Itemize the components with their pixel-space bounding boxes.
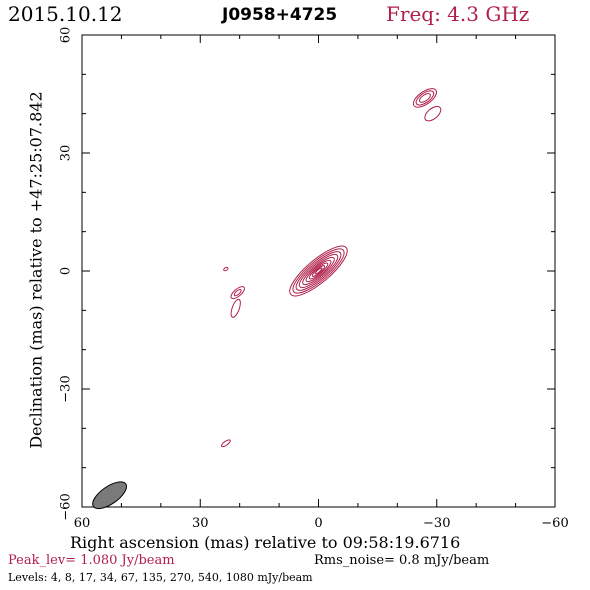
frequency-label: Freq: 4.3 GHz xyxy=(386,2,530,26)
contour-ring xyxy=(418,93,431,103)
contour-ring xyxy=(230,286,245,300)
contour-ring xyxy=(412,88,437,108)
y-axis-label: Declination (mas) relative to +47:25:07.… xyxy=(26,91,46,449)
contour-ring xyxy=(424,105,442,122)
contour-ring xyxy=(314,267,323,275)
axis-ticks xyxy=(81,34,556,508)
rms-noise: Rms_noise= 0.8 mJy/beam xyxy=(314,553,490,568)
x-tick-label: 60 xyxy=(74,516,91,531)
contour-ring xyxy=(230,298,241,318)
contour-levels: Levels: 4, 8, 17, 34, 67, 135, 270, 540,… xyxy=(8,571,313,584)
x-tick-label: 0 xyxy=(314,516,322,531)
observation-date: 2015.10.12 xyxy=(8,2,123,26)
contour-ring xyxy=(233,289,242,297)
contour-group xyxy=(221,88,442,448)
beam-ellipse-group xyxy=(92,481,127,510)
x-axis-label: Right ascension (mas) relative to 09:58:… xyxy=(70,533,461,552)
contour-ring xyxy=(415,90,435,106)
y-tick-label: −60 xyxy=(59,493,74,520)
contour-ring xyxy=(292,248,345,294)
y-tick-label: 60 xyxy=(59,27,74,44)
axis-tick-labels: 60 30 0 −30 −60 −60 −30 0 30 60 xyxy=(59,27,569,531)
contour-ring xyxy=(308,262,329,280)
contour-ring xyxy=(295,251,342,291)
contour-ring xyxy=(302,256,335,286)
x-tick-label: −60 xyxy=(541,516,568,531)
beam-ellipse xyxy=(92,481,127,510)
y-tick-label: −30 xyxy=(59,375,74,402)
x-tick-label: 30 xyxy=(192,516,209,531)
peak-level: Peak_lev= 1.080 Jy/beam xyxy=(8,553,175,568)
y-tick-label: 0 xyxy=(59,267,74,275)
contour-ring xyxy=(305,259,332,283)
contour-ring xyxy=(221,439,231,448)
contour-ring xyxy=(289,245,348,297)
y-tick-label: 30 xyxy=(59,145,74,162)
source-name: J0958+4725 xyxy=(222,5,338,25)
contour-ring xyxy=(223,266,229,272)
contour-ring xyxy=(298,253,339,289)
plot-frame xyxy=(81,34,556,508)
x-tick-label: −30 xyxy=(423,516,450,531)
contour-ring xyxy=(311,265,326,277)
